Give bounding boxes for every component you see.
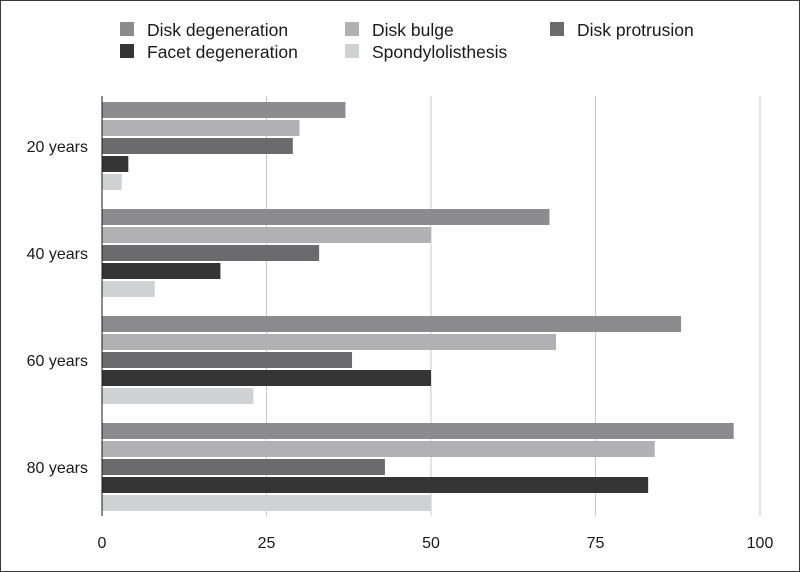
bar — [102, 102, 346, 118]
x-tick-label: 50 — [422, 535, 440, 552]
bar — [102, 423, 734, 439]
bar — [102, 441, 655, 457]
bar — [102, 370, 431, 386]
bar — [102, 281, 155, 297]
y-category-label: 80 years — [27, 460, 88, 477]
bar — [102, 477, 649, 493]
bar — [102, 352, 353, 368]
y-category-label: 20 years — [27, 139, 88, 156]
x-tick-label: 75 — [587, 535, 605, 552]
legend-label: Disk bulge — [372, 20, 454, 40]
bar — [102, 316, 682, 332]
legend-swatch — [120, 22, 134, 36]
legend-swatch — [345, 22, 359, 36]
legend-label: Facet degeneration — [147, 42, 298, 62]
bar — [102, 459, 385, 475]
legend-swatch — [120, 44, 134, 58]
x-tick-label: 100 — [747, 535, 774, 552]
legend: Disk degeneration Disk bulge Disk protrusi… — [120, 20, 694, 62]
y-category-label: 60 years — [27, 353, 88, 370]
legend-swatch — [550, 22, 564, 36]
axes: 0 25 50 75 100 20 years 40 years 60 years 80 yea… — [27, 96, 774, 552]
bar — [102, 156, 129, 172]
legend-swatch — [345, 44, 359, 58]
bar — [102, 495, 431, 511]
x-tick-label: 25 — [258, 535, 276, 552]
y-category-label: 40 years — [27, 246, 88, 263]
bar — [102, 388, 254, 404]
bar — [102, 174, 122, 190]
bar — [102, 120, 300, 136]
bar — [102, 245, 320, 261]
legend-label: Disk protrusion — [577, 20, 694, 40]
bar — [102, 209, 550, 225]
bar — [102, 227, 431, 243]
legend-label: Disk degeneration — [147, 20, 288, 40]
bar — [102, 334, 557, 350]
bar — [102, 263, 221, 279]
legend-label: Spondylolisthesis — [372, 42, 507, 62]
x-tick-label: 0 — [98, 535, 107, 552]
bar — [102, 138, 293, 154]
bars — [102, 102, 734, 511]
